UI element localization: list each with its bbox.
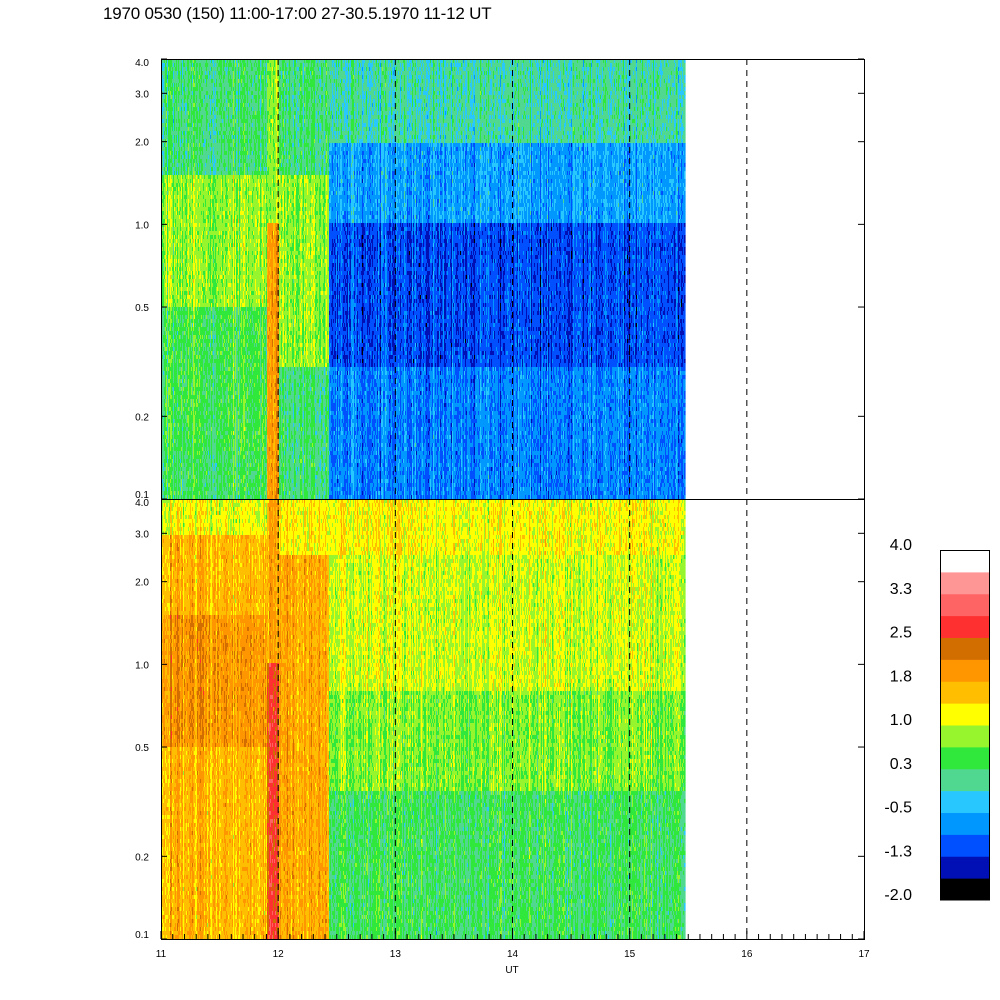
spectrogram-heatmap — [161, 59, 686, 499]
y-tick-label: 0.2 — [135, 852, 149, 863]
colorbar-swatch — [940, 747, 990, 769]
x-tick-label: 15 — [624, 949, 636, 960]
colorbar-swatch — [940, 550, 990, 572]
colorbar-swatch — [940, 725, 990, 747]
colorbar-swatch — [940, 791, 990, 813]
colorbar-swatch — [940, 813, 990, 835]
colorbar-swatch — [940, 572, 990, 594]
y-tick-label: 0.5 — [135, 303, 149, 314]
colorbar-label: -2.0 — [884, 887, 912, 904]
colorbar: 4.0 3.3 2.5 1.8 1.0 0.3 -0.5 -1.3 -2.0 — [884, 537, 990, 904]
colorbar-swatch — [940, 681, 990, 703]
colorbar-swatch — [940, 616, 990, 638]
lower-spectrogram-panel: 0.1 0.2 0.5 1.0 2.0 3.0 4.0 11 12 13 14 15 16 17 UT — [135, 498, 870, 976]
colorbar-swatch — [940, 638, 990, 660]
colorbar-swatch — [940, 878, 990, 900]
y-tick-label: 1.0 — [135, 660, 149, 671]
colorbar-label: 1.8 — [890, 668, 912, 685]
y-tick-label: 2.0 — [135, 578, 149, 589]
colorbar-label: -0.5 — [884, 800, 912, 817]
y-tick-label: 2.0 — [135, 138, 149, 149]
colorbar-swatch — [940, 703, 990, 725]
x-tick-label: 16 — [741, 949, 753, 960]
y-tick-label: 4.0 — [135, 58, 149, 69]
colorbar-label: 4.0 — [890, 537, 912, 554]
colorbar-swatch — [940, 659, 990, 681]
y-tick-label: 3.0 — [135, 529, 149, 540]
y-tick-label: 1.0 — [135, 220, 149, 231]
y-tick-label: 3.0 — [135, 89, 149, 100]
colorbar-swatch — [940, 769, 990, 791]
x-tick-label: 14 — [507, 949, 519, 960]
y-tick-label: 0.2 — [135, 412, 149, 423]
y-tick-label: 0.1 — [135, 930, 149, 941]
colorbar-label: 1.0 — [890, 712, 912, 729]
colorbar-label: 2.5 — [890, 625, 912, 642]
colorbar-label: 0.3 — [890, 756, 912, 773]
colorbar-swatch — [940, 594, 990, 616]
y-tick-label: 0.5 — [135, 743, 149, 754]
x-axis-label: UT — [505, 965, 518, 976]
x-tick-label: 17 — [858, 949, 870, 960]
spectrogram-heatmap — [161, 499, 686, 939]
x-tick-label: 12 — [273, 949, 285, 960]
x-tick-label: 11 — [156, 949, 167, 960]
colorbar-swatch — [940, 856, 990, 878]
colorbar-label: 3.3 — [890, 581, 912, 598]
y-tick-label: 4.0 — [135, 498, 149, 509]
x-tick-label: 13 — [390, 949, 402, 960]
colorbar-swatch — [940, 834, 990, 856]
upper-spectrogram-panel: 0.10.20.51.02.03.04.0 — [135, 58, 864, 501]
colorbar-label: -1.3 — [884, 843, 912, 860]
